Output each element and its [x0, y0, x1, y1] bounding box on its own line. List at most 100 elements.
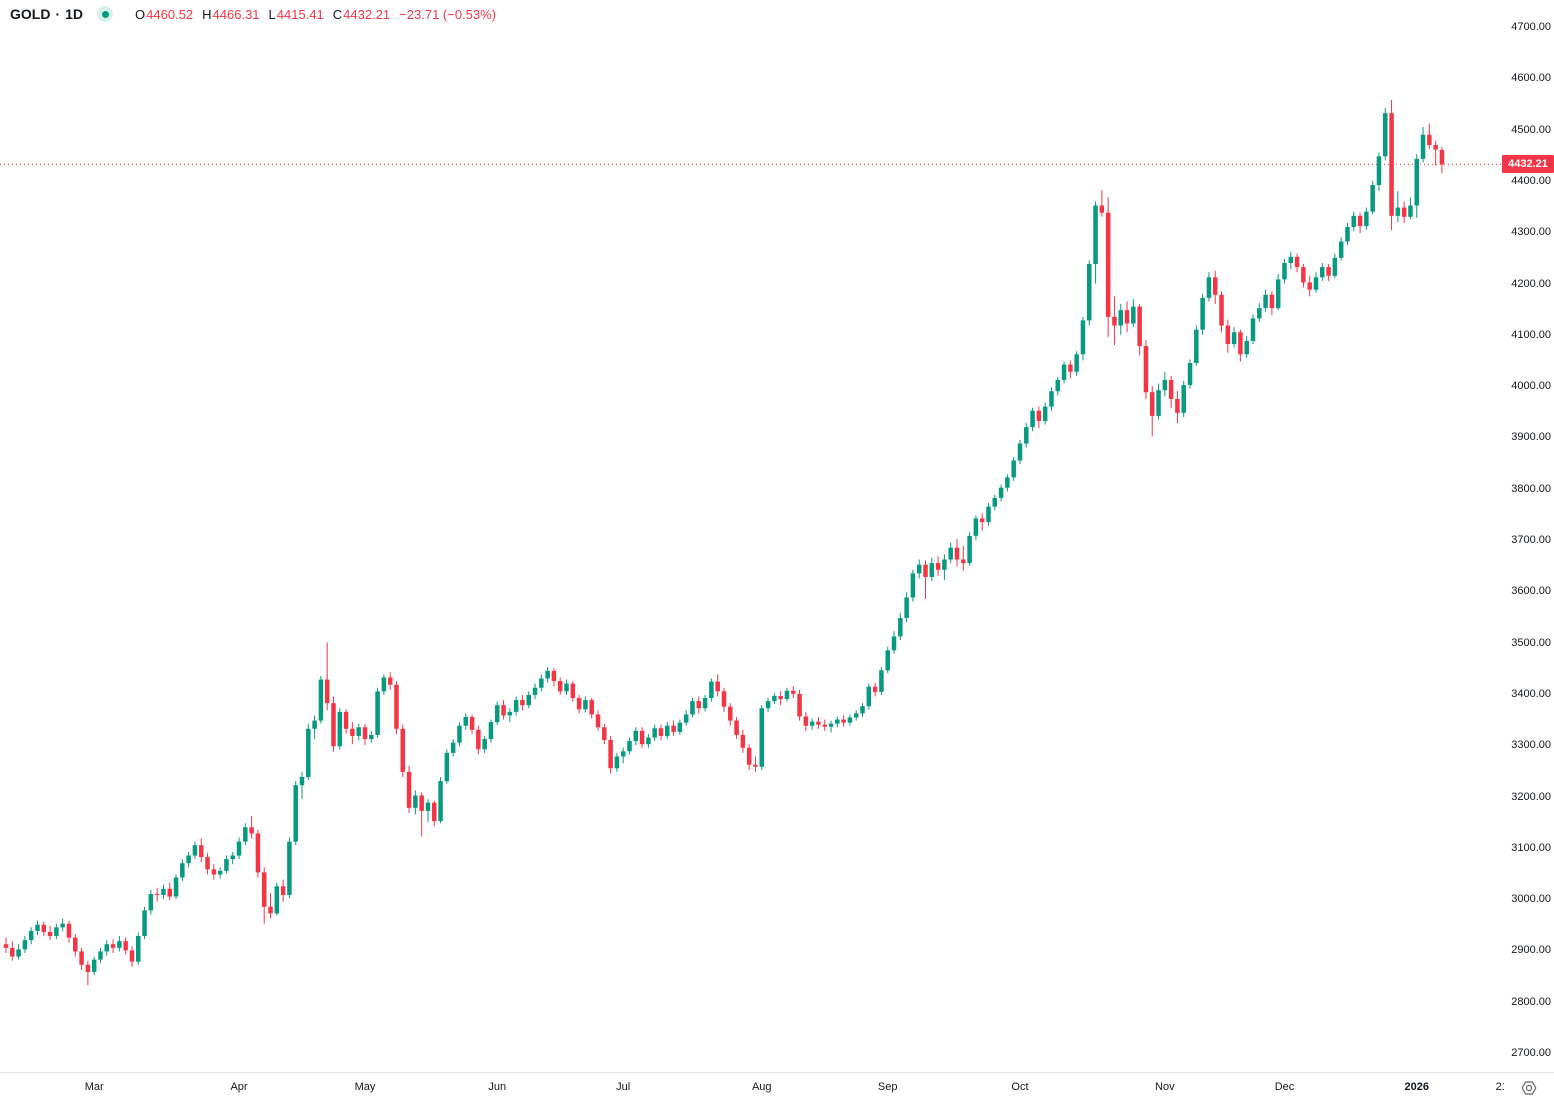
candle-body	[589, 700, 594, 715]
candle	[318, 675, 324, 724]
time-axis-label: 2026	[1404, 1081, 1429, 1093]
candle-body	[872, 686, 878, 692]
candle-body	[835, 719, 840, 724]
candle	[1049, 387, 1054, 411]
candle-body	[387, 677, 393, 685]
time-axis-label: Sep	[877, 1081, 898, 1093]
candle	[1017, 439, 1023, 465]
candle-body	[1282, 262, 1287, 280]
candle	[350, 722, 355, 745]
candle	[1080, 316, 1086, 361]
time-axis[interactable]: Mar Apr May Jun Jul Aug Sep Oct Nov Dec 2026 21	[0, 1072, 1504, 1102]
candle-body	[482, 739, 487, 750]
candle-body	[110, 944, 116, 948]
candlestick-chart[interactable]	[0, 0, 1504, 1072]
candle	[438, 777, 443, 824]
candle	[1414, 154, 1420, 218]
price-axis[interactable]: 4700.00 4600.00 4500.00 4400.00 4300.00 4200.…	[1502, 0, 1554, 1072]
candle	[255, 829, 261, 878]
candle-body	[1181, 385, 1186, 413]
market-status-icon[interactable]	[97, 6, 114, 22]
candle-body	[1024, 427, 1029, 444]
candle	[501, 700, 506, 720]
candle	[1187, 359, 1193, 389]
candle	[633, 727, 639, 746]
candle-body	[306, 728, 311, 778]
candle	[1238, 329, 1243, 362]
candle-body	[41, 924, 47, 932]
candle-body	[356, 727, 361, 736]
candle-body	[1068, 364, 1073, 372]
candle	[513, 696, 519, 716]
candle-body	[595, 714, 601, 728]
candle	[923, 560, 928, 599]
candle-body	[665, 725, 670, 736]
candle-body	[948, 547, 953, 560]
candle-body	[671, 725, 676, 732]
candle	[1439, 146, 1445, 173]
candle-body	[1357, 215, 1363, 227]
time-axis-settings-button[interactable]	[1518, 1077, 1540, 1099]
candle	[217, 867, 223, 879]
candle	[356, 723, 361, 741]
candle-body	[198, 845, 204, 858]
candle	[457, 722, 462, 747]
gear-icon	[1521, 1081, 1537, 1095]
candle-body	[16, 949, 21, 957]
candle-body	[709, 681, 714, 699]
candle	[406, 765, 412, 813]
candle-body	[1162, 379, 1168, 391]
open-label: O	[135, 6, 146, 22]
candle-body	[702, 698, 708, 709]
candle-body	[860, 706, 865, 714]
candle-body	[3, 944, 9, 948]
candle-body	[1055, 379, 1061, 392]
candle-body	[1061, 364, 1067, 380]
candle	[1364, 207, 1369, 230]
time-axis-label: Oct	[1011, 1081, 1029, 1093]
candle-body	[425, 802, 431, 811]
candle	[677, 719, 683, 735]
candle	[1301, 264, 1306, 288]
candle-body	[1049, 391, 1054, 407]
candle	[198, 838, 204, 863]
candle-body	[343, 711, 349, 729]
candle-body	[476, 729, 481, 750]
candle	[1118, 304, 1123, 335]
candle	[362, 723, 368, 746]
symbol-separator: ·	[55, 6, 61, 22]
candle-body	[526, 694, 531, 706]
candle-body	[217, 870, 223, 875]
candle	[387, 672, 393, 690]
candle	[236, 837, 242, 860]
ohlc-high: H 4466.31	[202, 7, 259, 22]
candle-body	[1439, 149, 1445, 165]
candle-body	[299, 777, 305, 786]
candle	[154, 887, 160, 902]
candle	[1206, 272, 1212, 302]
candle-body	[1244, 340, 1249, 355]
candle	[841, 715, 846, 727]
symbol-title[interactable]: GOLD · 1D	[10, 6, 83, 22]
candle	[1168, 375, 1174, 408]
candle-body	[633, 730, 639, 742]
candle-body	[261, 872, 267, 907]
price-axis-label: 4400.00	[1511, 174, 1551, 187]
candle	[3, 937, 9, 953]
candle-body	[1093, 205, 1098, 265]
candle-body	[954, 547, 960, 560]
candle	[331, 696, 336, 752]
candle-body	[400, 728, 406, 772]
candle	[589, 698, 594, 719]
candle	[1408, 197, 1413, 220]
low-label: L	[268, 6, 276, 22]
candle-body	[1433, 144, 1438, 150]
candle-body	[293, 785, 298, 842]
candle-body	[627, 741, 632, 752]
candle	[1200, 293, 1205, 335]
candle	[211, 864, 217, 880]
candle-body	[973, 518, 979, 536]
candle-body	[677, 722, 683, 732]
candle-body	[828, 723, 834, 727]
candle	[576, 694, 582, 714]
